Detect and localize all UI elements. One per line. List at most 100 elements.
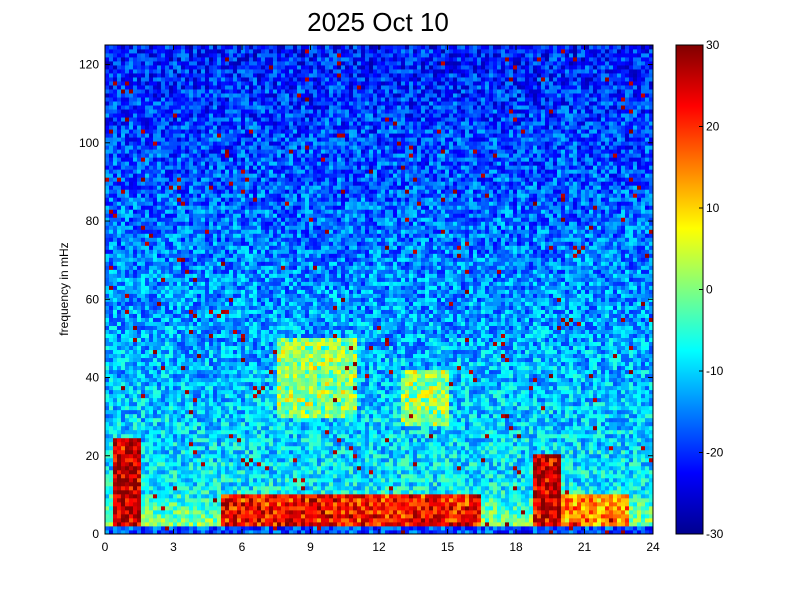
- heatmap-cell: [221, 481, 226, 487]
- heatmap-cell: [149, 381, 154, 387]
- heatmap-cell: [217, 353, 222, 359]
- heatmap-cell: [249, 453, 254, 459]
- heatmap-cell: [137, 169, 142, 174]
- heatmap-cell: [125, 477, 130, 483]
- heatmap-cell: [209, 389, 214, 395]
- heatmap-cell: [221, 485, 226, 491]
- heatmap-cell: [213, 169, 218, 174]
- heatmap-cell: [265, 497, 270, 503]
- heatmap-cell: [253, 153, 258, 158]
- heatmap-cell: [241, 521, 246, 527]
- heatmap-cell: [221, 265, 226, 270]
- heatmap-cell: [141, 405, 146, 411]
- heatmap-cell: [113, 345, 118, 351]
- heatmap-cell: [197, 89, 202, 94]
- heatmap-cell: [125, 217, 130, 222]
- heatmap-cell: [105, 505, 110, 511]
- heatmap-cell: [265, 437, 270, 443]
- heatmap-cell: [233, 245, 238, 250]
- heatmap-cell: [261, 309, 266, 314]
- heatmap-cell: [241, 513, 246, 519]
- heatmap-cell: [201, 85, 206, 90]
- heatmap-cell: [221, 253, 226, 258]
- heatmap-cell: [105, 225, 110, 230]
- heatmap-cell: [141, 461, 146, 467]
- heatmap-cell: [257, 481, 262, 487]
- heatmap-cell: [217, 261, 222, 266]
- heatmap-cell: [241, 117, 246, 122]
- heatmap-cell: [209, 141, 214, 146]
- heatmap-cell: [245, 497, 250, 503]
- heatmap-cell: [141, 433, 146, 439]
- heatmap-cell: [197, 485, 202, 491]
- heatmap-cell: [209, 409, 214, 415]
- heatmap-cell: [265, 433, 270, 439]
- heatmap-cell: [229, 173, 234, 178]
- heatmap-cell: [201, 505, 206, 511]
- heatmap-cell: [169, 505, 174, 511]
- heatmap-cell: [213, 245, 218, 250]
- heatmap-cell: [241, 445, 246, 451]
- heatmap-cell: [165, 149, 170, 154]
- heatmap-cell: [245, 373, 250, 379]
- heatmap-cell: [245, 469, 250, 475]
- heatmap-cell: [205, 429, 210, 435]
- heatmap-cell: [117, 93, 122, 98]
- heatmap-cell: [133, 161, 138, 166]
- heatmap-cell: [181, 217, 186, 222]
- heatmap-cell: [257, 161, 262, 166]
- heatmap-cell: [181, 449, 186, 455]
- heatmap-cell: [221, 237, 226, 242]
- heatmap-cell: [209, 97, 214, 102]
- heatmap-cell: [181, 141, 186, 146]
- heatmap-cell: [109, 233, 114, 238]
- heatmap-cell: [177, 513, 182, 519]
- heatmap-cell: [265, 165, 270, 170]
- heatmap-cell: [149, 225, 154, 230]
- heatmap-cell: [117, 349, 122, 355]
- heatmap-cell: [109, 93, 114, 98]
- heatmap-cell: [229, 373, 234, 379]
- heatmap-cell: [181, 497, 186, 503]
- heatmap-cell: [185, 309, 190, 314]
- heatmap-cell: [109, 433, 114, 439]
- heatmap-cell: [133, 301, 138, 306]
- heatmap-cell: [221, 269, 226, 274]
- heatmap-cell: [189, 97, 194, 102]
- heatmap-cell: [193, 349, 198, 355]
- heatmap-cell: [189, 285, 194, 290]
- heatmap-cell: [201, 277, 206, 282]
- heatmap-cell: [153, 277, 158, 282]
- heatmap-cell: [185, 297, 190, 302]
- heatmap-cell: [209, 229, 214, 234]
- heatmap-cell: [237, 209, 242, 214]
- heatmap-cell: [141, 81, 146, 86]
- heatmap-cell: [261, 517, 266, 523]
- heatmap-cell: [129, 49, 134, 54]
- heatmap-cell: [225, 265, 230, 270]
- heatmap-cell: [117, 177, 122, 182]
- heatmap-cell: [253, 341, 258, 347]
- heatmap-cell: [261, 485, 266, 491]
- heatmap-cell: [181, 525, 186, 531]
- heatmap-cell: [133, 77, 138, 82]
- heatmap-cell: [173, 529, 178, 535]
- heatmap-cell: [113, 429, 118, 435]
- heatmap-cell: [245, 509, 250, 515]
- heatmap-cell: [117, 433, 122, 439]
- heatmap-cell: [189, 185, 194, 190]
- heatmap-cell: [213, 377, 218, 383]
- heatmap-cell: [161, 125, 166, 130]
- heatmap-cell: [109, 529, 114, 535]
- heatmap-cell: [201, 117, 206, 122]
- heatmap-cell: [169, 417, 174, 423]
- heatmap-cell: [177, 225, 182, 230]
- heatmap-cell: [261, 469, 266, 475]
- heatmap-cell: [153, 133, 158, 138]
- heatmap-cell: [125, 165, 130, 170]
- heatmap-cell: [237, 269, 242, 274]
- heatmap-cell: [249, 373, 254, 379]
- heatmap-cell: [205, 245, 210, 250]
- heatmap-cell: [205, 461, 210, 467]
- heatmap-cell: [137, 141, 142, 146]
